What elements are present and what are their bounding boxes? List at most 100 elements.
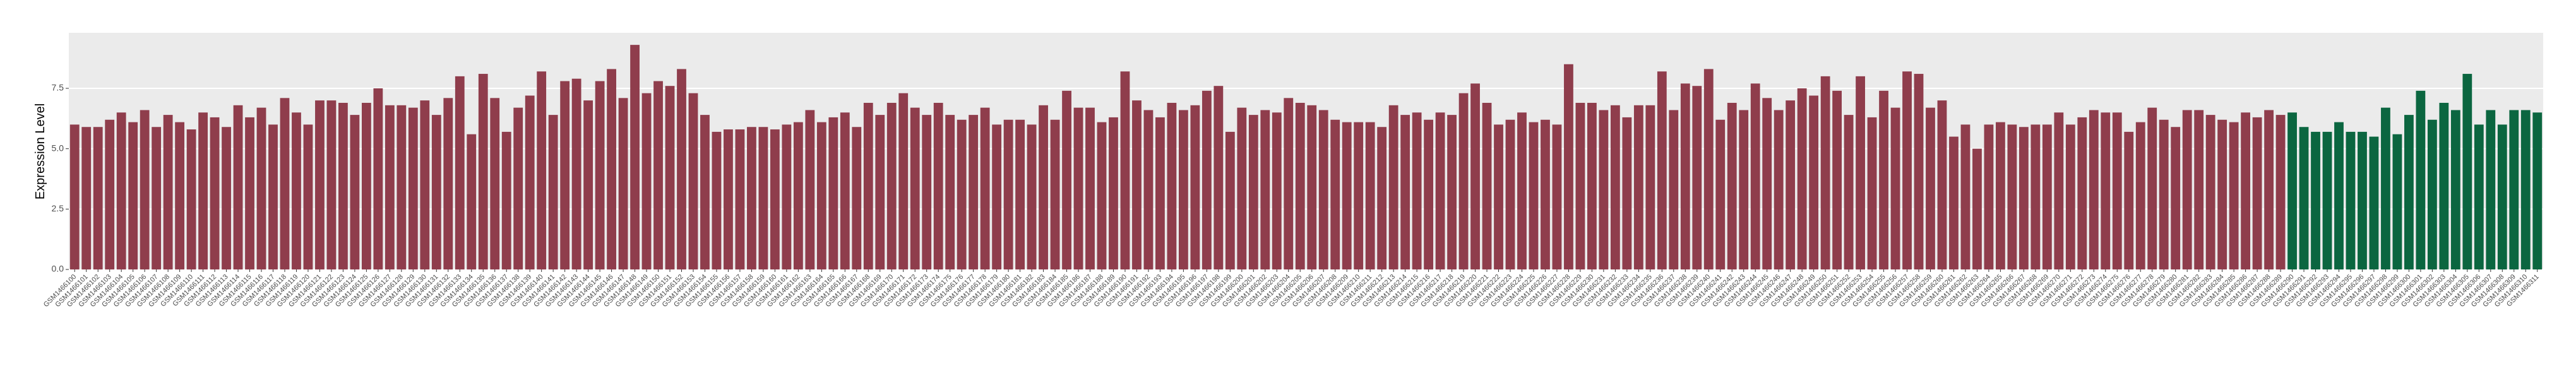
bar (1809, 95, 1819, 269)
bar (268, 124, 278, 269)
bar (537, 71, 547, 269)
bar (1996, 122, 2005, 269)
bar (793, 122, 803, 269)
bar (1190, 105, 1200, 270)
bar (2147, 107, 2157, 270)
bar (2311, 131, 2320, 269)
bar (2217, 119, 2227, 269)
bar (1587, 102, 1597, 269)
bar (618, 98, 628, 269)
bar (630, 45, 640, 269)
bar (198, 112, 208, 269)
bar (1984, 124, 1994, 269)
bar (1050, 119, 1060, 269)
bar (1622, 117, 1632, 269)
bar (560, 81, 570, 269)
bar (1890, 107, 1900, 270)
bar (2171, 127, 2181, 269)
bar (1610, 105, 1620, 270)
bar (1879, 90, 1888, 269)
bar (2112, 112, 2122, 269)
y-tick-label: 7.5 (52, 83, 64, 93)
bar (1062, 90, 1071, 269)
bar (735, 129, 745, 269)
bar (315, 100, 325, 269)
bar (1365, 122, 1375, 269)
bar (385, 105, 395, 270)
bar (2159, 119, 2169, 269)
bar (69, 124, 80, 269)
bar (2381, 107, 2390, 270)
bar (1715, 119, 1726, 269)
bar (1213, 86, 1224, 270)
bar (513, 107, 523, 270)
bar (1669, 110, 1679, 269)
bar (245, 117, 254, 269)
bar (1167, 102, 1177, 269)
bar (1494, 124, 1503, 269)
bar (712, 131, 722, 269)
bar (116, 112, 126, 269)
bar (1937, 100, 1947, 269)
bar (653, 81, 663, 269)
bar (1867, 117, 1877, 269)
bar (2252, 117, 2262, 269)
bar (1564, 64, 1573, 269)
bar (2369, 136, 2379, 269)
bar (1832, 90, 1842, 269)
bar (1109, 117, 1118, 269)
bar (1692, 86, 1702, 270)
bar (1470, 83, 1480, 269)
bar (1003, 119, 1013, 269)
bar (326, 100, 337, 269)
bar (2229, 122, 2239, 269)
bar (2439, 102, 2449, 269)
bar (1529, 122, 1539, 269)
bar (2089, 110, 2099, 269)
bar (595, 81, 605, 269)
bar (1657, 71, 1667, 269)
bar (175, 122, 185, 269)
bar (1039, 105, 1048, 270)
bar (2497, 124, 2507, 269)
bar (1505, 119, 1515, 269)
bar (665, 86, 675, 270)
bar (1902, 71, 1912, 269)
bar (1027, 124, 1037, 269)
bar (1762, 98, 1772, 269)
bar (724, 129, 733, 269)
bar (1435, 112, 1445, 269)
bar (2532, 112, 2543, 269)
bar (922, 115, 932, 269)
bar (677, 69, 686, 270)
bar (373, 88, 383, 270)
bar (1400, 115, 1410, 269)
bar (186, 129, 196, 269)
bar (2042, 124, 2052, 269)
bar (303, 124, 313, 269)
bar (2322, 131, 2332, 269)
bar (700, 115, 710, 269)
bar (1645, 105, 1655, 270)
bar (2124, 131, 2134, 269)
bar (2275, 115, 2286, 269)
bar (2334, 122, 2344, 269)
bar (583, 100, 593, 269)
bar (292, 112, 301, 269)
bar (490, 98, 500, 269)
bar (1248, 115, 1258, 269)
bar (2205, 115, 2215, 269)
bar (747, 127, 756, 269)
bar (957, 119, 967, 269)
bar (992, 124, 1002, 269)
bar (361, 102, 371, 269)
bar (1517, 112, 1527, 269)
bar (2509, 110, 2519, 269)
bar (1914, 74, 1924, 269)
bar (1482, 102, 1492, 269)
bar (222, 127, 231, 269)
bar (1330, 119, 1340, 269)
bar (1774, 110, 1784, 269)
bar (2287, 112, 2297, 269)
